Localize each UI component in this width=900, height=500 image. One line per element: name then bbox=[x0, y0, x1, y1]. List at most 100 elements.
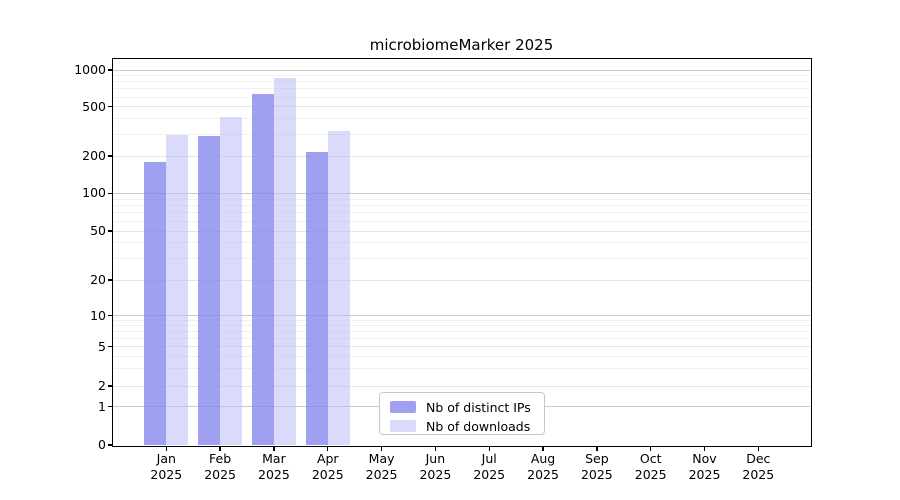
minor-gridline-800 bbox=[113, 81, 810, 83]
y-tick-1 bbox=[108, 406, 113, 408]
minor-gridline-60 bbox=[113, 220, 810, 222]
minor-gridline-400 bbox=[113, 118, 810, 120]
x-tick-label-oct: Oct 2025 bbox=[616, 451, 686, 482]
y-tick-1000 bbox=[108, 69, 113, 71]
y-tick-label-1000: 1000 bbox=[74, 62, 106, 77]
y-tick-0 bbox=[108, 444, 113, 446]
legend-item-distinct-ips: Nb of distinct IPs bbox=[380, 398, 544, 416]
minor-gridline-700 bbox=[113, 88, 810, 90]
plot-area bbox=[111, 57, 812, 447]
minor-gridline-30 bbox=[113, 257, 810, 259]
minor-gridline-8 bbox=[113, 325, 810, 327]
x-label-month: Feb bbox=[209, 451, 232, 466]
x-tick-label-sep: Sep 2025 bbox=[562, 451, 632, 482]
x-tick-label-aug: Aug 2025 bbox=[508, 451, 578, 482]
y-tick-label-500: 500 bbox=[82, 98, 106, 114]
legend: Nb of distinct IPs Nb of downloads bbox=[379, 392, 545, 435]
x-tick-label-nov: Nov 2025 bbox=[670, 451, 740, 482]
bar-downloads-jan bbox=[166, 134, 189, 445]
gridline-1000 bbox=[113, 69, 810, 71]
x-tick-aug bbox=[542, 446, 544, 451]
chart-title: microbiomeMarker 2025 bbox=[369, 36, 554, 54]
bar-ips-jan bbox=[144, 161, 167, 445]
x-label-month: Nov bbox=[692, 451, 717, 466]
minor-gridline-9 bbox=[113, 319, 810, 321]
bar-ips-feb bbox=[198, 136, 221, 445]
y-tick-2 bbox=[108, 385, 113, 387]
x-label-year: 2025 bbox=[204, 466, 237, 482]
x-tick-label-mar: Mar 2025 bbox=[239, 451, 309, 482]
y-tick-50 bbox=[108, 230, 113, 232]
x-tick-label-may: May 2025 bbox=[347, 451, 417, 482]
x-label-month: Jul bbox=[481, 451, 497, 466]
gridline-100 bbox=[113, 192, 810, 194]
y-tick-label-5: 5 bbox=[98, 338, 106, 354]
x-tick-oct bbox=[650, 446, 652, 451]
bar-downloads-mar bbox=[273, 78, 296, 445]
legend-swatch-distinct-ips bbox=[390, 401, 416, 413]
gridline-20 bbox=[113, 279, 810, 281]
x-tick-jan bbox=[165, 446, 167, 451]
x-tick-sep bbox=[596, 446, 598, 451]
bar-downloads-apr bbox=[327, 130, 350, 445]
x-tick-may bbox=[380, 446, 383, 451]
y-tick-500 bbox=[108, 106, 113, 108]
gridline-50 bbox=[113, 230, 810, 232]
x-label-month: Sep bbox=[585, 451, 609, 466]
x-label-year: 2025 bbox=[688, 466, 721, 482]
minor-gridline-40 bbox=[113, 242, 810, 244]
x-tick-label-jul: Jul 2025 bbox=[454, 451, 524, 482]
minor-gridline-900 bbox=[113, 75, 810, 77]
bar-ips-mar bbox=[251, 94, 274, 445]
x-tick-label-apr: Apr 2025 bbox=[293, 451, 363, 482]
y-tick-label-200: 200 bbox=[82, 148, 106, 163]
x-label-month: Jun bbox=[425, 451, 446, 466]
y-tick-label-50: 50 bbox=[90, 223, 106, 238]
x-label-month: Apr bbox=[316, 451, 339, 466]
minor-gridline-4 bbox=[113, 355, 810, 357]
x-label-month: Oct bbox=[639, 451, 662, 466]
y-tick-20 bbox=[108, 279, 113, 281]
gridline-5 bbox=[113, 346, 810, 348]
legend-item-downloads: Nb of downloads bbox=[380, 417, 544, 435]
minor-gridline-7 bbox=[113, 331, 810, 333]
x-tick-dec bbox=[757, 446, 759, 451]
x-label-month: May bbox=[368, 451, 395, 466]
x-tick-label-jan: Jan 2025 bbox=[131, 451, 201, 482]
minor-gridline-80 bbox=[113, 204, 810, 206]
minor-gridline-90 bbox=[113, 198, 810, 200]
x-tick-label-dec: Dec 2025 bbox=[723, 451, 793, 482]
y-tick-label-2: 2 bbox=[98, 378, 106, 393]
x-label-year: 2025 bbox=[150, 466, 183, 482]
x-tick-label-jun: Jun 2025 bbox=[400, 451, 470, 482]
legend-swatch-downloads bbox=[390, 420, 416, 432]
y-tick-label-10: 10 bbox=[90, 307, 106, 323]
gridline-200 bbox=[113, 155, 810, 157]
x-label-month: Aug bbox=[530, 451, 556, 466]
gridline-2 bbox=[113, 385, 810, 387]
y-tick-10 bbox=[108, 315, 113, 317]
x-tick-apr bbox=[327, 446, 329, 451]
x-tick-nov bbox=[703, 446, 706, 451]
minor-gridline-70 bbox=[113, 212, 810, 214]
gridline-10 bbox=[113, 315, 810, 317]
gridline-500 bbox=[113, 106, 810, 108]
x-label-year: 2025 bbox=[473, 466, 506, 482]
x-tick-mar bbox=[273, 446, 275, 451]
minor-gridline-3 bbox=[113, 368, 810, 370]
x-label-year: 2025 bbox=[527, 466, 559, 482]
x-label-year: 2025 bbox=[311, 466, 344, 482]
y-tick-label-1: 1 bbox=[98, 398, 106, 414]
y-tick-5 bbox=[108, 346, 113, 348]
x-label-month: Mar bbox=[262, 451, 286, 466]
x-tick-label-feb: Feb 2025 bbox=[185, 451, 255, 482]
x-label-year: 2025 bbox=[634, 466, 667, 482]
x-label-year: 2025 bbox=[365, 466, 398, 482]
x-tick-jul bbox=[488, 446, 490, 451]
x-tick-jun bbox=[434, 446, 437, 451]
minor-gridline-600 bbox=[113, 96, 810, 98]
bar-downloads-feb bbox=[220, 116, 243, 445]
minor-gridline-300 bbox=[113, 133, 810, 135]
legend-label-downloads: Nb of downloads bbox=[426, 418, 531, 434]
